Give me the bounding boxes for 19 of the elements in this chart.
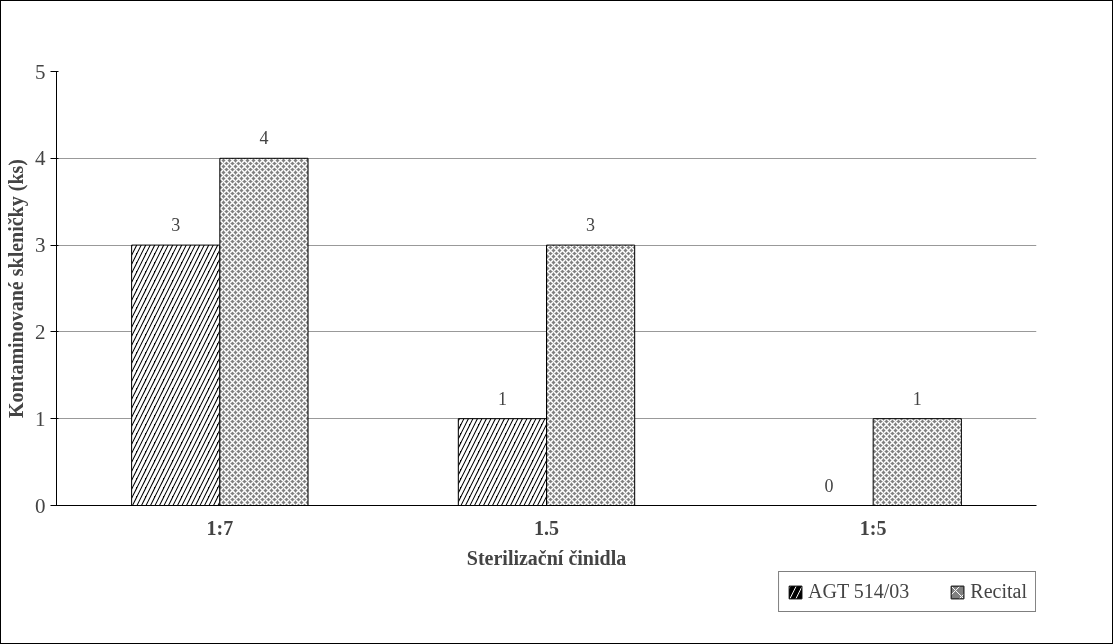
x-tick-label: 1:7 (206, 516, 234, 539)
y-tick-label: 2 (35, 319, 46, 344)
legend-label: AGT 514/03 (808, 580, 910, 603)
y-tick-label: 4 (35, 146, 46, 171)
x-tick-label: 1:5 (859, 516, 887, 539)
data-label: 4 (259, 128, 269, 149)
y-tick-label: 0 (35, 493, 46, 518)
data-label: 1 (497, 388, 507, 409)
data-label: 1 (912, 388, 922, 409)
data-label: 3 (171, 215, 181, 236)
y-axis-title: Kontaminované skleničky (ks) (5, 159, 28, 418)
x-tick-label: 1.5 (534, 516, 559, 539)
data-label: 0 (824, 475, 834, 496)
data-label: 3 (586, 215, 596, 236)
y-tick-label: 3 (35, 233, 46, 258)
x-axis-title: Sterilizační činidla (466, 546, 627, 569)
y-tick-label: 1 (35, 406, 46, 431)
y-tick-label: 5 (35, 59, 46, 84)
legend-label: Recital (970, 580, 1027, 603)
